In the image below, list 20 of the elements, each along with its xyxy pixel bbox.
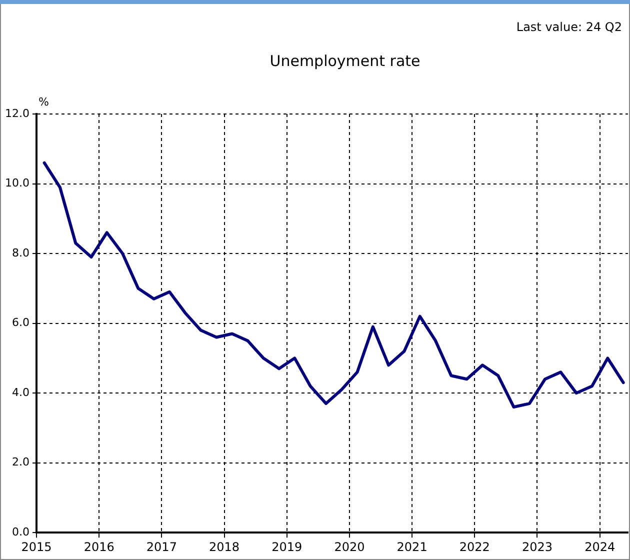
x-tick-label: 2024 [584, 540, 616, 554]
y-tick-label: 8.0 [12, 246, 30, 260]
x-tick-label: 2019 [272, 540, 302, 554]
chart-title: Unemployment rate [270, 52, 420, 70]
x-tick-label: 2023 [522, 540, 553, 554]
x-tick-label: 2015 [21, 540, 52, 554]
x-tick-label: 2017 [146, 540, 177, 554]
y-tick-label: 10.0 [4, 176, 30, 190]
y-tick-label: 4.0 [12, 386, 30, 399]
x-tick-label: 2022 [459, 540, 490, 554]
x-tick-label: 2021 [396, 540, 428, 554]
y-tick-label: 2.0 [12, 456, 30, 469]
y-tick-label: 0.0 [12, 525, 30, 538]
x-tick-label: 2016 [84, 540, 114, 554]
x-tick-label: 2018 [209, 540, 240, 554]
y-tick-label: 6.0 [12, 316, 30, 330]
x-tick-label: 2020 [334, 540, 365, 554]
y-axis-title: % [38, 95, 49, 108]
text: Last value: 24 Q2 [516, 20, 622, 34]
y-tick-label: 12.0 [4, 106, 30, 120]
